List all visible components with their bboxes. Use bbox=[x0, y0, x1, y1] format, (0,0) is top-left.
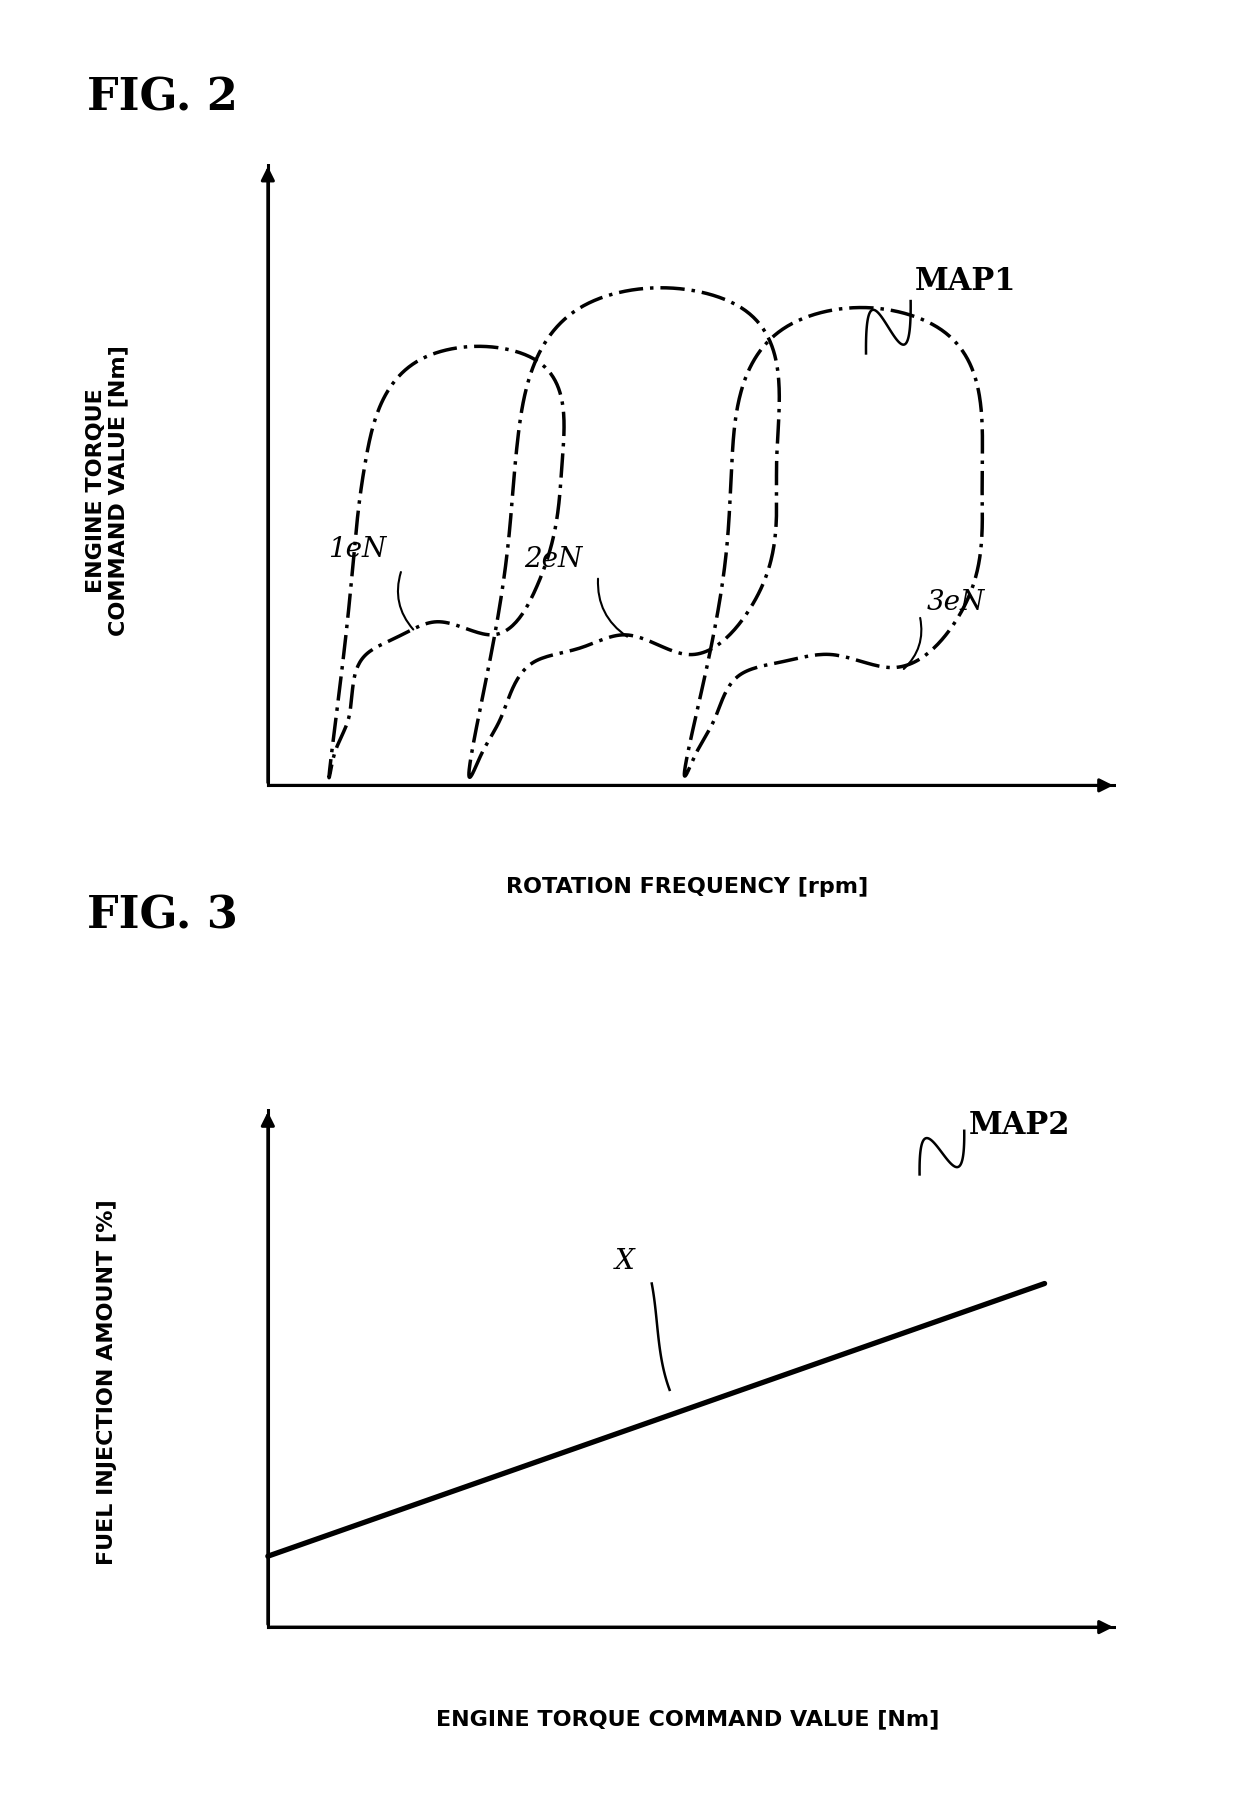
Text: FUEL INJECTION AMOUNT [%]: FUEL INJECTION AMOUNT [%] bbox=[97, 1198, 117, 1565]
Text: 2eN: 2eN bbox=[525, 545, 583, 573]
Text: FIG. 3: FIG. 3 bbox=[87, 894, 238, 938]
Text: ENGINE TORQUE COMMAND VALUE [Nm]: ENGINE TORQUE COMMAND VALUE [Nm] bbox=[435, 1709, 939, 1729]
Text: MAP2: MAP2 bbox=[968, 1109, 1070, 1142]
Text: ENGINE TORQUE
COMMAND VALUE [Nm]: ENGINE TORQUE COMMAND VALUE [Nm] bbox=[86, 345, 129, 636]
Text: FIG. 2: FIG. 2 bbox=[87, 76, 238, 120]
Text: ROTATION FREQUENCY [rpm]: ROTATION FREQUENCY [rpm] bbox=[506, 876, 868, 896]
Text: MAP1: MAP1 bbox=[915, 265, 1017, 296]
Text: 3eN: 3eN bbox=[926, 589, 985, 616]
Text: 1eN: 1eN bbox=[329, 536, 386, 564]
Text: X: X bbox=[615, 1249, 635, 1274]
